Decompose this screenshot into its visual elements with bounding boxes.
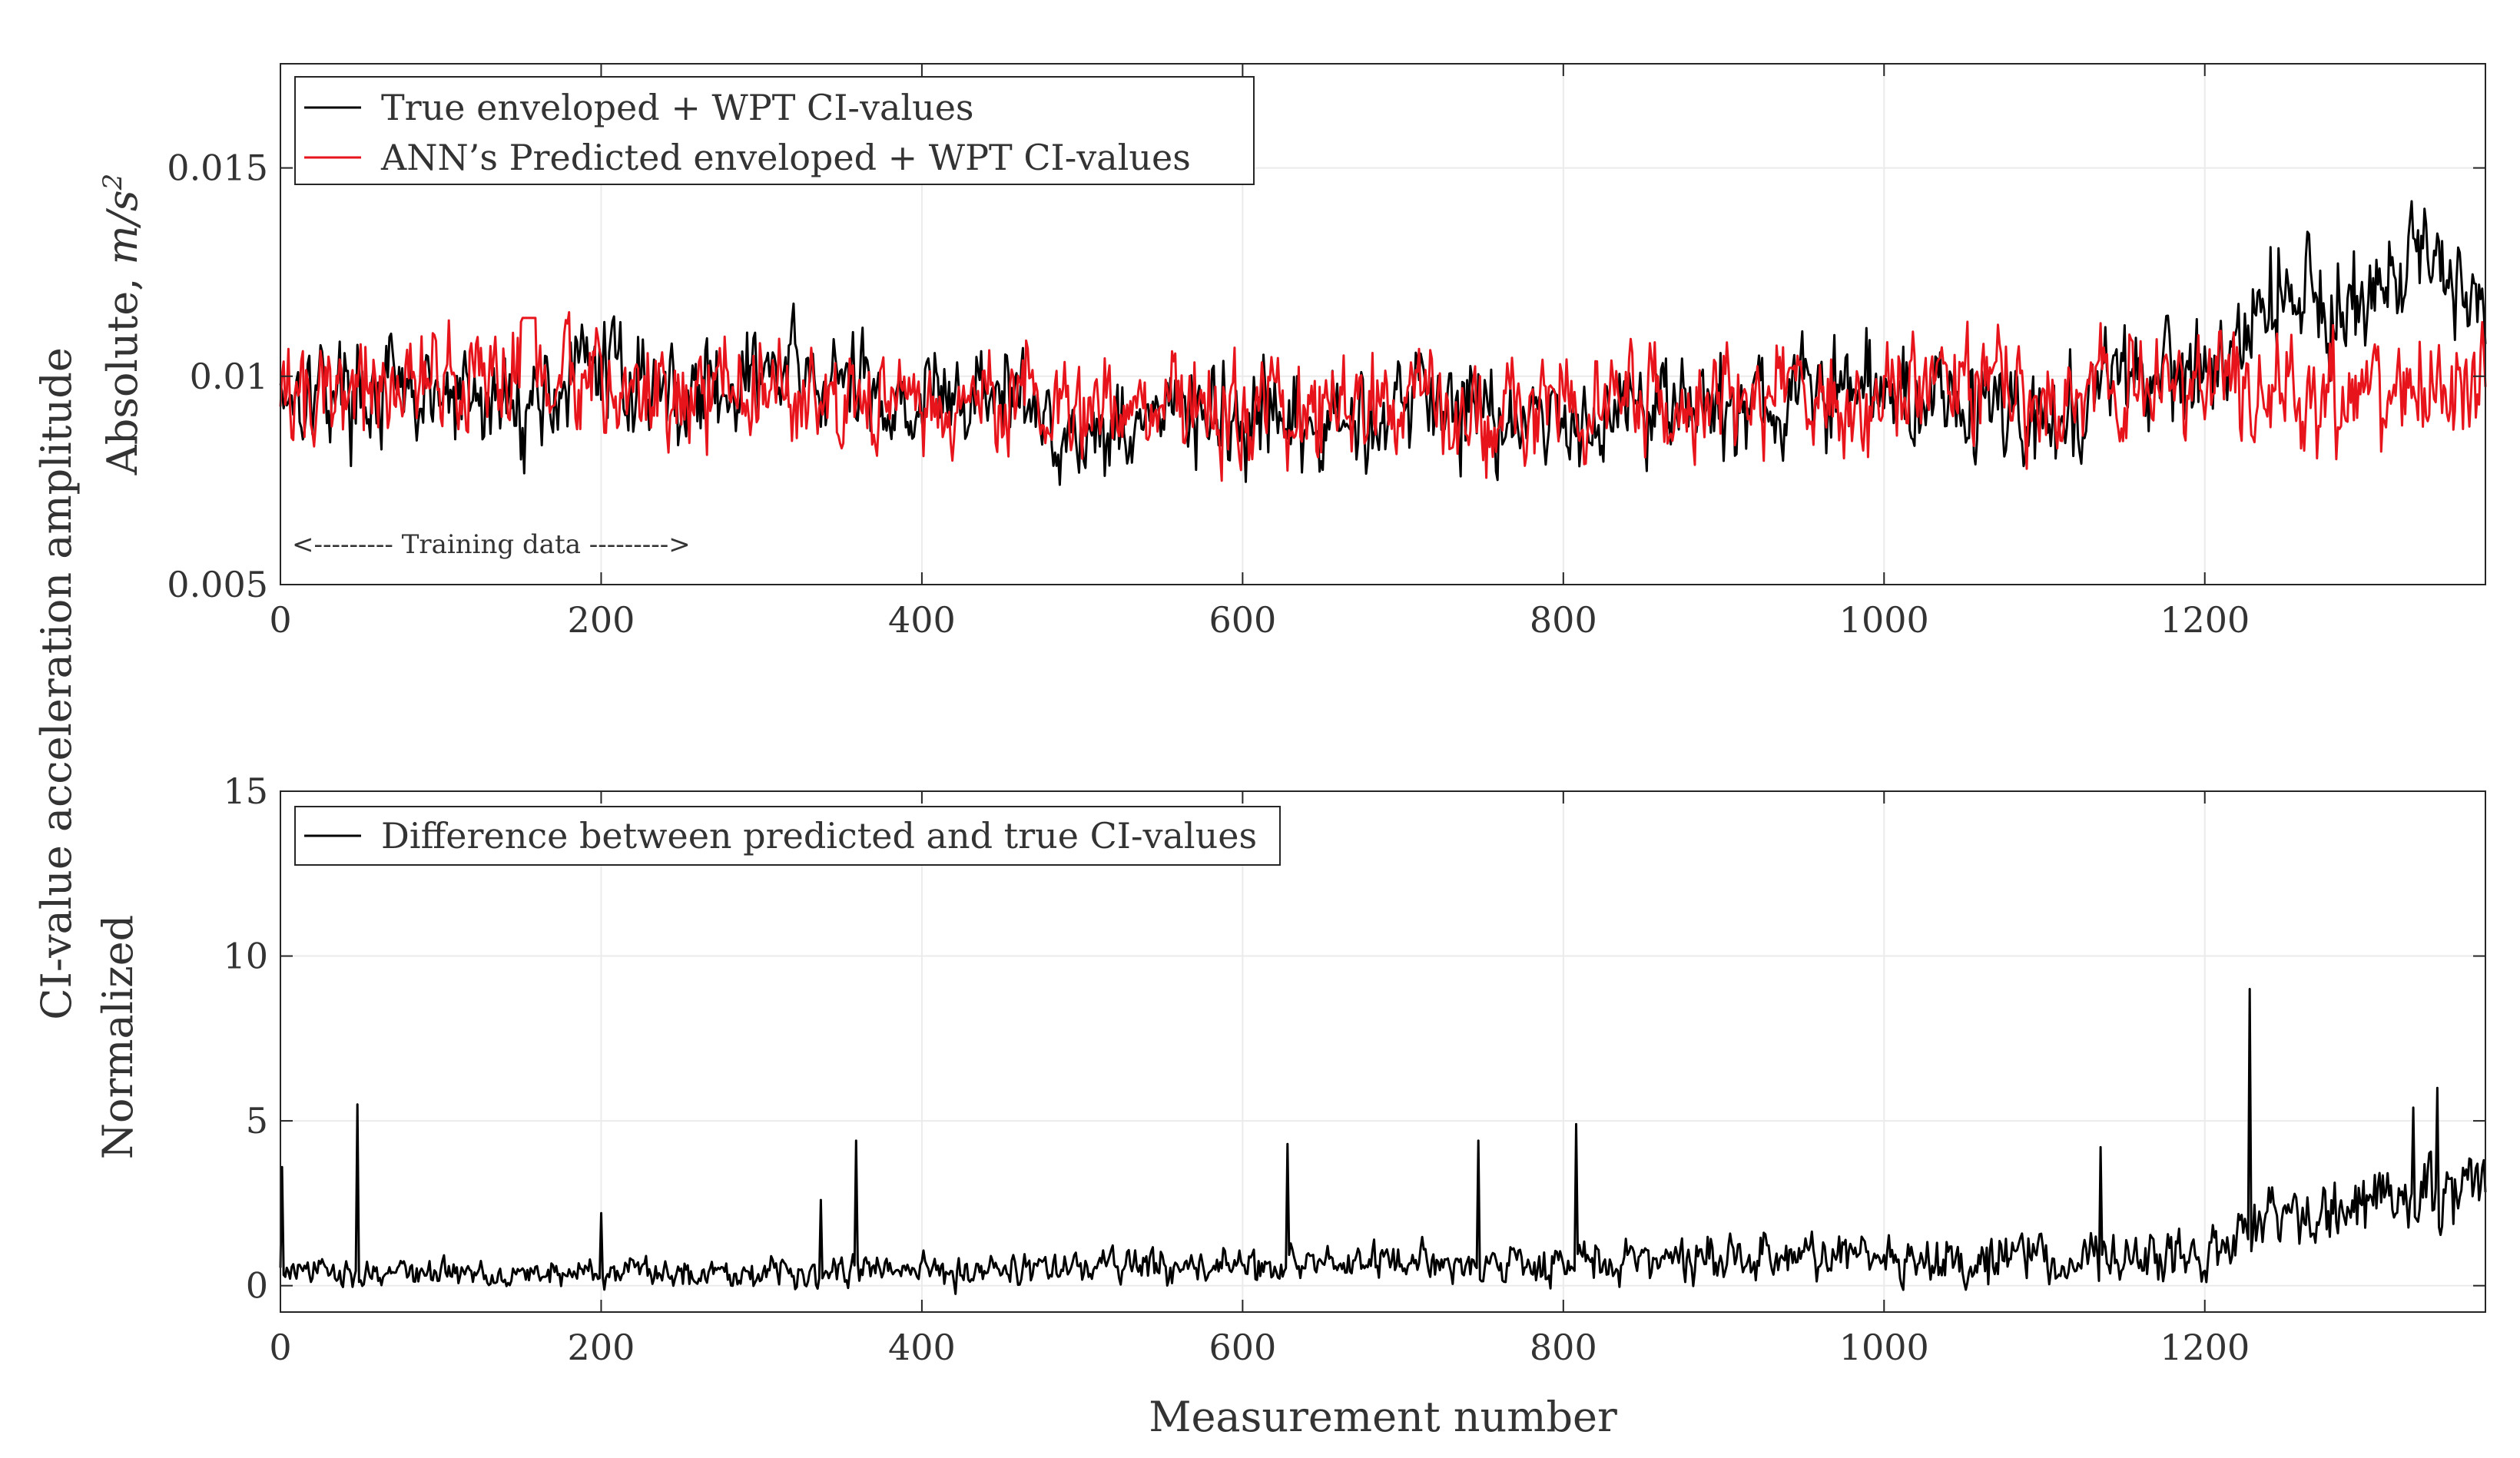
bottom-xtick-label: 200 bbox=[568, 1327, 635, 1368]
bottom-xtick-label: 1000 bbox=[1839, 1327, 1929, 1368]
bottom-legend: Difference between predicted and true CI… bbox=[295, 807, 1280, 865]
top-ylabel: Absolute, m/s2 bbox=[98, 174, 147, 476]
top-xtick-label: 800 bbox=[1530, 599, 1597, 641]
bottom-xtick-label: 400 bbox=[888, 1327, 956, 1368]
top-ytick-label: 0.005 bbox=[167, 564, 268, 605]
top-xtick-label: 0 bbox=[269, 599, 291, 641]
bottom-xtick-label: 1200 bbox=[2160, 1327, 2250, 1368]
bottom-xtick-label: 600 bbox=[1209, 1327, 1276, 1368]
xlabel: Measurement number bbox=[1149, 1393, 1617, 1441]
top-xtick-label: 1000 bbox=[1839, 599, 1929, 641]
bottom-ytick-label: 15 bbox=[223, 770, 268, 812]
top-xtick-label: 600 bbox=[1209, 599, 1276, 641]
bottom-ytick-label: 0 bbox=[246, 1265, 268, 1307]
top-ytick-label: 0.015 bbox=[167, 147, 268, 189]
training-data-annotation: <--------- Training data ---------> bbox=[292, 529, 691, 560]
bottom-ytick-label: 10 bbox=[223, 936, 268, 977]
top-xtick-label: 1200 bbox=[2160, 599, 2250, 641]
bottom-ytick-label: 5 bbox=[246, 1100, 268, 1142]
figure: 0 200 400 600 800 1000 12000.0050.010.015 Abso… bbox=[0, 0, 2520, 1458]
bottom-ylabel: Normalized bbox=[94, 915, 142, 1160]
bottom-xtick-label: 0 bbox=[269, 1327, 291, 1368]
legend-predicted-label: ANN’s Predicted enveloped + WPT CI-value… bbox=[380, 137, 1191, 178]
top-ytick-label: 0.01 bbox=[190, 356, 268, 397]
bottom-xtick-label: 800 bbox=[1530, 1327, 1597, 1368]
top-legend: True enveloped + WPT CI-values ANN’s Pre… bbox=[295, 77, 1254, 184]
top-xtick-label: 400 bbox=[888, 599, 956, 641]
legend-true-label: True enveloped + WPT CI-values bbox=[381, 87, 974, 128]
top-xtick-label: 200 bbox=[568, 599, 635, 641]
shared-ylabel: CI-value acceleration amplitude bbox=[32, 347, 81, 1020]
legend-difference-label: Difference between predicted and true CI… bbox=[381, 815, 1257, 857]
